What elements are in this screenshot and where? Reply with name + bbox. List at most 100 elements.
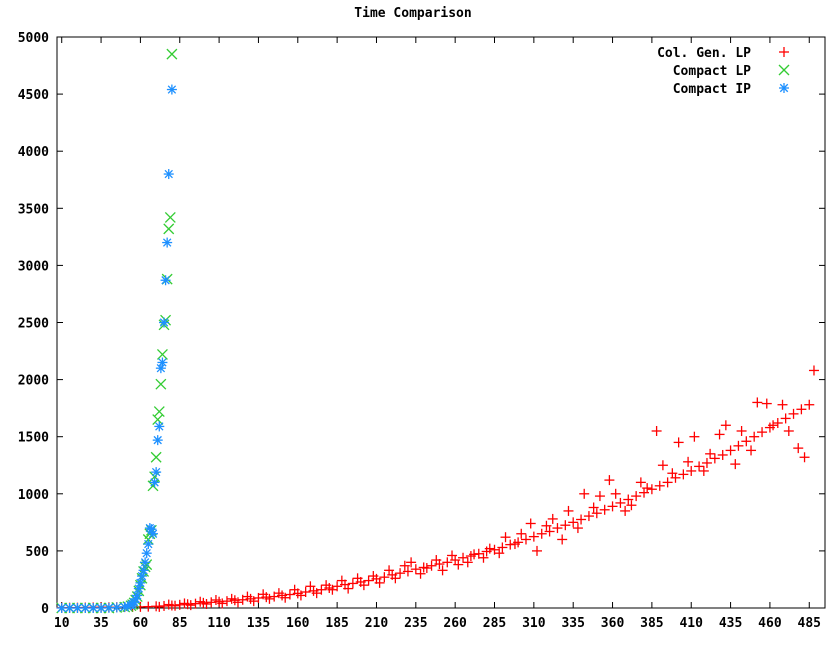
data-point <box>494 548 505 559</box>
data-point <box>509 539 520 550</box>
data-point <box>258 589 269 600</box>
data-point <box>642 483 653 494</box>
data-point <box>151 467 162 478</box>
data-point <box>273 588 284 599</box>
legend-label: Col. Gen. LP <box>657 46 751 61</box>
data-point <box>563 505 574 516</box>
x-tick-label: 85 <box>172 616 188 631</box>
data-point <box>768 420 779 431</box>
data-point <box>572 523 583 534</box>
x-tick-label: 435 <box>719 616 742 631</box>
data-point <box>154 421 165 432</box>
data-point <box>604 475 615 486</box>
chart-title: Time Comparison <box>354 6 471 21</box>
data-point <box>421 563 432 574</box>
data-point <box>673 437 684 448</box>
data-point <box>143 539 154 550</box>
data-point <box>152 435 163 446</box>
data-point <box>557 534 568 545</box>
x-tick-label: 385 <box>640 616 663 631</box>
axes: 10 35 60 85 110 135 160 185 210 235 260 285 310 335 36… <box>18 31 826 631</box>
data-point <box>689 431 700 442</box>
y-tick-label: 1000 <box>18 488 49 503</box>
x-tick-label: 35 <box>93 616 109 631</box>
data-point <box>141 548 152 559</box>
data-point <box>232 597 243 608</box>
y-tick-label: 3000 <box>18 259 49 274</box>
data-point <box>733 440 744 451</box>
data-point <box>431 555 442 566</box>
data-point <box>752 397 763 408</box>
data-point <box>623 494 634 505</box>
data-point <box>698 465 709 476</box>
legend-marker <box>779 47 789 57</box>
data-point <box>714 429 725 440</box>
data-point <box>399 560 410 571</box>
data-point <box>162 237 173 248</box>
data-point <box>646 484 657 495</box>
data-point <box>462 557 473 568</box>
data-point <box>547 513 558 524</box>
y-tick-label: 3500 <box>18 202 49 217</box>
legend-marker <box>779 83 789 93</box>
x-tick-label: 160 <box>286 616 310 631</box>
data-point <box>701 457 712 468</box>
data-point <box>576 514 587 525</box>
data-point <box>447 550 458 561</box>
data-point <box>631 491 642 502</box>
y-tick-label: 1500 <box>18 431 49 446</box>
data-point <box>705 448 716 459</box>
y-tick-label: 500 <box>26 545 50 560</box>
data-point <box>500 532 511 543</box>
data-point <box>415 568 426 579</box>
data-point <box>166 48 178 60</box>
data-point <box>321 580 332 591</box>
x-tick-label: 360 <box>601 616 625 631</box>
y-tick-label: 5000 <box>18 31 49 46</box>
data-point <box>164 211 176 223</box>
x-tick-label: 10 <box>54 616 70 631</box>
series-star <box>56 84 177 613</box>
data-point <box>484 543 495 554</box>
data-point <box>163 599 174 610</box>
data-point <box>374 577 385 588</box>
data-point <box>201 599 212 610</box>
x-tick-label: 260 <box>443 616 467 631</box>
data-point <box>568 517 579 528</box>
data-point <box>148 528 158 539</box>
y-tick-label: 2500 <box>18 317 49 332</box>
y-tick-label: 2000 <box>18 374 49 389</box>
data-point <box>678 469 689 480</box>
data-point <box>741 436 752 447</box>
data-point <box>406 557 417 568</box>
data-point <box>248 596 259 607</box>
data-point <box>626 500 637 511</box>
data-point <box>736 425 747 436</box>
data-point <box>149 477 160 488</box>
data-point <box>746 445 757 456</box>
x-tick-label: 185 <box>325 616 348 631</box>
data-point <box>583 511 594 522</box>
data-point <box>799 452 810 463</box>
data-point <box>305 581 316 592</box>
data-point <box>379 572 390 583</box>
data-point <box>133 583 144 594</box>
data-point <box>163 169 174 180</box>
data-point <box>497 542 508 553</box>
data-point <box>390 573 401 584</box>
data-point <box>410 564 421 575</box>
data-point <box>657 460 668 471</box>
data-point <box>217 598 228 609</box>
data-point <box>610 488 621 499</box>
plot-frame <box>56 36 826 609</box>
data-point <box>395 568 406 579</box>
data-point <box>402 566 413 577</box>
data-point <box>280 592 291 603</box>
data-point <box>437 565 448 576</box>
x-tick-label: 285 <box>483 616 506 631</box>
data-point <box>588 502 599 513</box>
data-point <box>478 552 489 563</box>
data-point <box>170 600 181 611</box>
data-point <box>179 598 190 609</box>
